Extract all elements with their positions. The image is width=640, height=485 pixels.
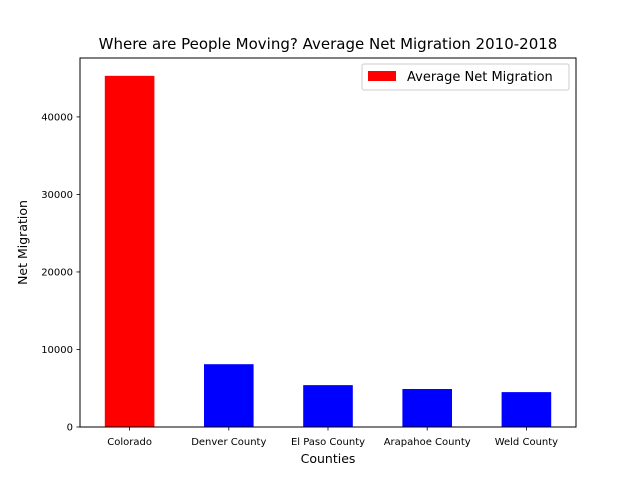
y-tick-label: 0: [67, 423, 73, 434]
y-tick-label: 30000: [41, 190, 73, 201]
y-tick-label: 10000: [41, 345, 73, 356]
x-tick-label: El Paso County: [291, 437, 365, 448]
x-tick-label: Weld County: [495, 437, 558, 448]
bar-arapahoe-county: [402, 389, 452, 427]
chart-title: Where are People Moving? Average Net Mig…: [99, 35, 558, 53]
x-tick-label: Denver County: [191, 437, 266, 448]
bar-el-paso-county: [303, 385, 353, 427]
bar-colorado: [104, 75, 155, 427]
bar-denver-county: [204, 364, 254, 427]
bars-group: [104, 75, 552, 427]
x-tick-label: Colorado: [107, 437, 152, 448]
legend-swatch: [368, 71, 396, 81]
y-axis-ticks: 0 10000 20000 30000 40000: [41, 112, 80, 434]
x-axis-label: Counties: [301, 451, 356, 466]
legend-label: Average Net Migration: [407, 70, 553, 85]
x-axis-ticks: Colorado Denver County El Paso County Arapa…: [107, 427, 558, 448]
plot-frame: [79, 57, 577, 428]
x-tick-label: Arapahoe County: [384, 437, 471, 448]
y-tick-label: 20000: [41, 267, 73, 278]
y-axis-label: Net Migration: [15, 200, 30, 285]
legend-box: [361, 63, 570, 91]
y-tick-label: 40000: [41, 112, 73, 123]
bar-weld-county: [501, 392, 552, 427]
legend: Average Net Migration: [361, 63, 570, 91]
